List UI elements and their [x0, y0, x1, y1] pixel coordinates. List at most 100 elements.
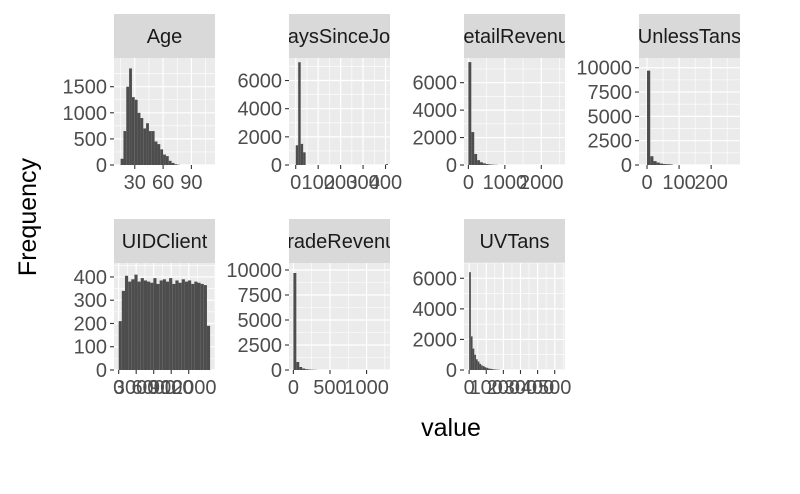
histogram-bar	[481, 365, 483, 370]
x-tick-label: 30	[124, 172, 146, 194]
histogram-bar	[148, 131, 152, 165]
histogram-bar	[469, 272, 471, 370]
histogram-bar	[299, 367, 303, 370]
histogram-bar	[168, 160, 172, 165]
facet-strip-label: UVTans	[479, 231, 549, 253]
y-tick-label: 6000	[413, 268, 458, 290]
histogram-bar	[308, 369, 311, 370]
facet-strip	[464, 219, 565, 263]
x-tick-label: 0	[464, 377, 475, 399]
histogram-bar	[175, 280, 179, 370]
histogram-bar	[188, 280, 192, 370]
x-tick-label: 200	[324, 172, 357, 194]
histogram-bar	[305, 369, 309, 370]
y-tick-label: 0	[271, 155, 282, 177]
histogram-bar	[126, 86, 130, 165]
y-tick-label: 2500	[588, 131, 633, 153]
x-tick-label: 400	[369, 172, 402, 194]
histogram-bar	[160, 149, 164, 165]
facet-strip-label: Age	[147, 26, 183, 48]
x-tick-label: 300	[504, 377, 537, 399]
histogram-bar	[484, 367, 487, 370]
histogram-bar	[666, 164, 670, 165]
x-tick-label: 2000	[519, 172, 564, 194]
y-tick-label: 0	[621, 155, 632, 177]
x-tick-label: 60	[152, 172, 174, 194]
x-tick-label: 1000	[483, 172, 528, 194]
facet-strip-label: GradeRevenue	[272, 231, 408, 253]
histogram-bar	[659, 163, 664, 165]
x-tick-label: 100	[470, 377, 503, 399]
facet-strip-label: UIDClient	[122, 231, 208, 253]
histogram-bar	[118, 321, 122, 370]
x-tick-label: 200	[487, 377, 520, 399]
histogram-bar	[385, 164, 388, 165]
y-tick-label: 0	[271, 360, 282, 382]
x-tick-label: 0	[463, 172, 474, 194]
histogram-bar	[489, 368, 492, 370]
y-tick-label: 0	[96, 360, 107, 382]
histogram-bar	[302, 368, 306, 370]
histogram-bar	[470, 336, 473, 370]
facet-panel-background	[464, 58, 565, 165]
x-tick-label: 90	[180, 172, 202, 194]
histogram-bar	[159, 280, 163, 370]
y-tick-label: 4000	[238, 99, 283, 121]
histogram-bar	[131, 97, 135, 165]
histogram-bar	[147, 281, 151, 370]
histogram-bar	[303, 152, 306, 165]
histogram-bar	[480, 162, 483, 165]
y-tick-label: 0	[446, 155, 457, 177]
histogram-bar	[293, 273, 297, 370]
histogram-bar	[134, 99, 138, 165]
histogram-bar	[134, 274, 138, 370]
facet-panel-background	[639, 58, 740, 165]
histogram-bar	[129, 68, 132, 165]
histogram-bar	[120, 158, 124, 165]
x-tick-label: 0	[113, 377, 124, 399]
x-tick-label: 0	[641, 172, 652, 194]
x-tick-label: 100	[301, 172, 334, 194]
histogram-bar	[121, 290, 125, 370]
histogram-bar	[669, 164, 673, 165]
histogram-bar	[172, 283, 176, 370]
x-tick-label: 9000	[149, 377, 194, 399]
histogram-bar	[474, 154, 478, 165]
y-tick-label: 1500	[63, 77, 108, 99]
histogram-bar	[482, 163, 486, 165]
histogram-bar	[137, 112, 141, 165]
y-tick-label: 10000	[576, 58, 632, 80]
histogram-bar	[200, 283, 204, 370]
histogram-bar	[165, 281, 170, 370]
facet-strip	[114, 219, 215, 263]
y-tick-label: 300	[74, 290, 107, 312]
y-tick-label: 6000	[413, 73, 458, 95]
histogram-bar	[485, 164, 489, 165]
y-tick-label: 4000	[413, 100, 458, 122]
y-tick-label: 1000	[63, 103, 108, 125]
histogram-bar	[156, 283, 160, 370]
histogram-bar	[140, 278, 144, 370]
facet-panel-background	[464, 263, 565, 370]
histogram-bar	[203, 285, 207, 370]
histogram-bar	[137, 281, 141, 370]
y-axis-title: Frequency	[14, 157, 42, 276]
facet-panel-background	[289, 58, 390, 165]
histogram-bar	[151, 131, 155, 165]
histogram-bar	[157, 144, 161, 165]
x-tick-label: 6000	[131, 377, 176, 399]
histogram-bar	[471, 132, 475, 165]
x-axis-title: value	[421, 414, 481, 442]
y-tick-label: 6000	[238, 71, 283, 93]
y-tick-label: 10000	[226, 260, 282, 282]
histogram-bar	[131, 279, 135, 370]
histogram-bar	[650, 156, 654, 165]
histogram-bar	[146, 123, 149, 165]
x-tick-label: 0	[288, 377, 299, 399]
histogram-bar	[300, 143, 304, 165]
y-tick-label: 4000	[413, 299, 458, 321]
